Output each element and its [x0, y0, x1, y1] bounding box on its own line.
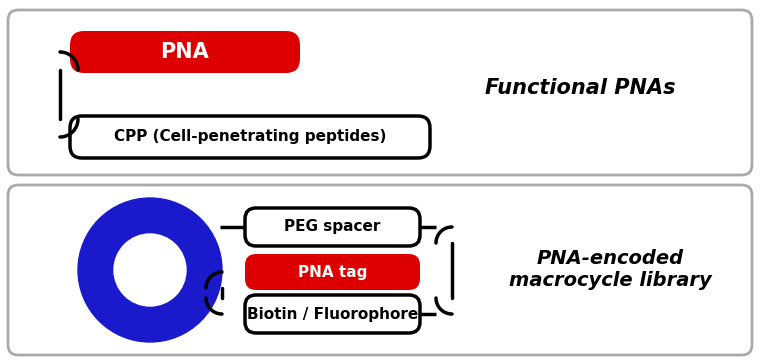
Text: PNA-encoded
macrocycle library: PNA-encoded macrocycle library — [508, 249, 711, 290]
FancyBboxPatch shape — [245, 208, 420, 246]
FancyBboxPatch shape — [245, 254, 420, 290]
Text: PNA: PNA — [160, 42, 209, 62]
FancyBboxPatch shape — [70, 31, 300, 73]
FancyBboxPatch shape — [70, 116, 430, 158]
Text: PNA tag: PNA tag — [298, 265, 367, 280]
FancyBboxPatch shape — [8, 10, 752, 175]
FancyBboxPatch shape — [8, 185, 752, 355]
Text: Biotin / Fluorophore: Biotin / Fluorophore — [247, 306, 418, 322]
Text: Macro-: Macro- — [121, 253, 179, 268]
Circle shape — [78, 198, 222, 342]
Text: cycle: cycle — [128, 274, 172, 290]
FancyBboxPatch shape — [245, 295, 420, 333]
Text: PEG spacer: PEG spacer — [284, 220, 381, 234]
Text: CPP (Cell-penetrating peptides): CPP (Cell-penetrating peptides) — [114, 130, 386, 144]
Circle shape — [114, 234, 186, 306]
Text: Functional PNAs: Functional PNAs — [485, 78, 675, 98]
